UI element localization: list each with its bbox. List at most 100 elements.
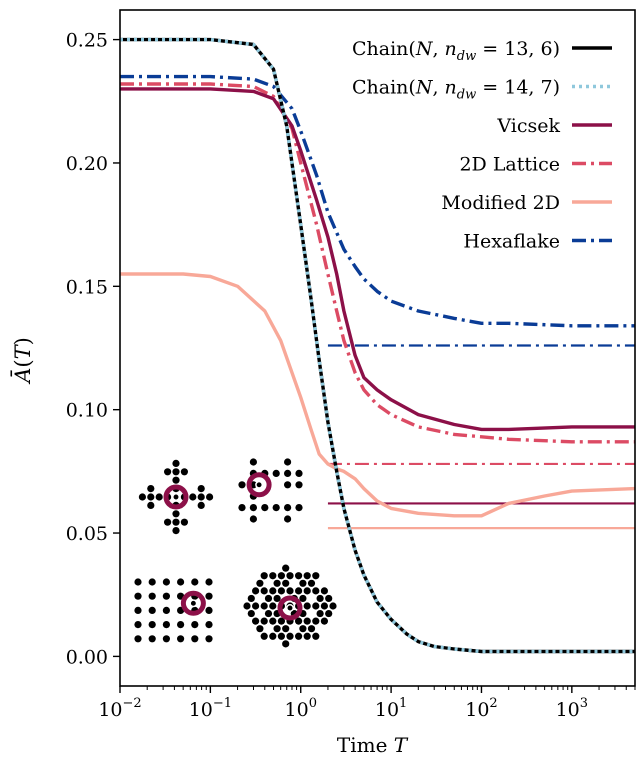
- graph-node: [147, 493, 155, 501]
- highlighted-node-ring: [246, 472, 272, 498]
- graph-node: [295, 617, 303, 625]
- axes: 0.00 0.05 0.10 0.15 0.20 0.25 10−2 10−1 100 101 10…: [66, 9, 636, 721]
- highlighted-node: [189, 599, 198, 608]
- graph-node: [307, 579, 316, 587]
- graph-node: [269, 572, 277, 580]
- graph-node: [269, 602, 277, 610]
- graph-node: [273, 579, 281, 587]
- series-line-vicsek: [120, 87, 635, 432]
- graph-node: [295, 469, 303, 477]
- graph-node: [284, 469, 292, 477]
- graph-node: [164, 518, 172, 526]
- graph-node: [260, 572, 268, 580]
- graph-node: [269, 587, 277, 595]
- graph-node: [277, 587, 285, 595]
- graph-node: [162, 621, 170, 629]
- graph-node: [303, 602, 311, 610]
- graph-node: [312, 632, 320, 640]
- hexaflake-graph: [243, 564, 337, 648]
- graph-node: [312, 602, 320, 610]
- graph-node: [320, 587, 328, 595]
- graph-node: [277, 572, 285, 580]
- graph-node: [260, 617, 268, 625]
- graph-node: [172, 468, 180, 476]
- x-tick-label: 103: [556, 696, 588, 721]
- graph-node: [303, 572, 311, 580]
- graph-node: [282, 564, 290, 572]
- x-tick-label: 10−2: [98, 696, 141, 721]
- graph-node: [269, 632, 277, 640]
- graph-node: [205, 621, 213, 629]
- graph-node: [172, 527, 180, 535]
- graph-node: [286, 632, 294, 640]
- graph-node: [177, 621, 185, 629]
- graph-node: [299, 625, 307, 633]
- graph-node: [282, 625, 290, 633]
- graph-node: [299, 594, 307, 603]
- graph-node: [299, 579, 307, 587]
- highlighted-node-ring: [180, 590, 206, 616]
- graph-node: [138, 493, 146, 501]
- series-line-chain-n-n-dw-14-7: [120, 37, 635, 654]
- graph-node: [252, 587, 260, 595]
- graph-node: [197, 485, 205, 493]
- y-tick-label: 0.25: [66, 30, 108, 52]
- legend-label: Chain(N, ndw = 13, 6): [352, 38, 560, 64]
- graph-node: [264, 609, 273, 618]
- graph-node: [205, 578, 213, 586]
- graph-node: [162, 578, 170, 586]
- graph-node: [272, 469, 280, 477]
- series-line-hexaflake: [120, 74, 635, 328]
- graph-node: [260, 587, 268, 595]
- legend-label: Modified 2D: [441, 192, 560, 214]
- graph-node: [134, 578, 142, 586]
- x-tick-label: 100: [285, 696, 317, 721]
- graph-node: [272, 504, 280, 512]
- graph-node: [189, 493, 197, 501]
- graph-node: [329, 602, 337, 610]
- graph-node: [312, 572, 320, 580]
- graph-node: [205, 606, 213, 615]
- graph-node: [256, 625, 264, 633]
- graph-node: [177, 578, 185, 586]
- graph-node: [191, 621, 199, 629]
- graph-node: [148, 578, 156, 586]
- graph-node: [295, 481, 303, 489]
- graph-node: [277, 632, 285, 640]
- graph-node: [252, 617, 260, 625]
- graph-node: [284, 504, 292, 512]
- graph-node: [325, 594, 333, 603]
- graph-node: [273, 594, 281, 603]
- graph-node: [147, 501, 155, 509]
- y-tick-label: 0.15: [66, 276, 108, 298]
- graph-node: [206, 493, 214, 501]
- graph-node: [148, 592, 156, 600]
- graph-node: [320, 602, 328, 610]
- graph-node: [238, 504, 246, 512]
- graph-node: [243, 602, 251, 610]
- graph-node: [134, 592, 142, 600]
- highlighted-node: [286, 604, 294, 612]
- graph-node: [260, 602, 268, 610]
- y-tick-label: 0.05: [66, 523, 108, 545]
- legend-label: Chain(N, ndw = 14, 7): [352, 77, 560, 103]
- highlighted-node: [255, 480, 264, 489]
- graph-node: [284, 458, 292, 466]
- graph-node: [256, 579, 264, 587]
- legend-label: Hexaflake: [463, 231, 560, 253]
- graph-node: [295, 632, 303, 640]
- graph-node: [134, 635, 142, 643]
- graph-node: [148, 606, 156, 615]
- graph-node: [286, 572, 294, 580]
- graph-node: [147, 485, 155, 493]
- graph-node: [162, 592, 170, 600]
- graph-node: [177, 635, 185, 643]
- graph-node: [269, 617, 277, 625]
- graph-node: [316, 609, 324, 618]
- graph-node: [320, 617, 328, 625]
- graph-node: [316, 594, 324, 603]
- vicsek-graph: [138, 459, 214, 535]
- highlighted-node: [172, 493, 180, 501]
- graph-node: [191, 635, 199, 643]
- graph-node: [148, 621, 156, 629]
